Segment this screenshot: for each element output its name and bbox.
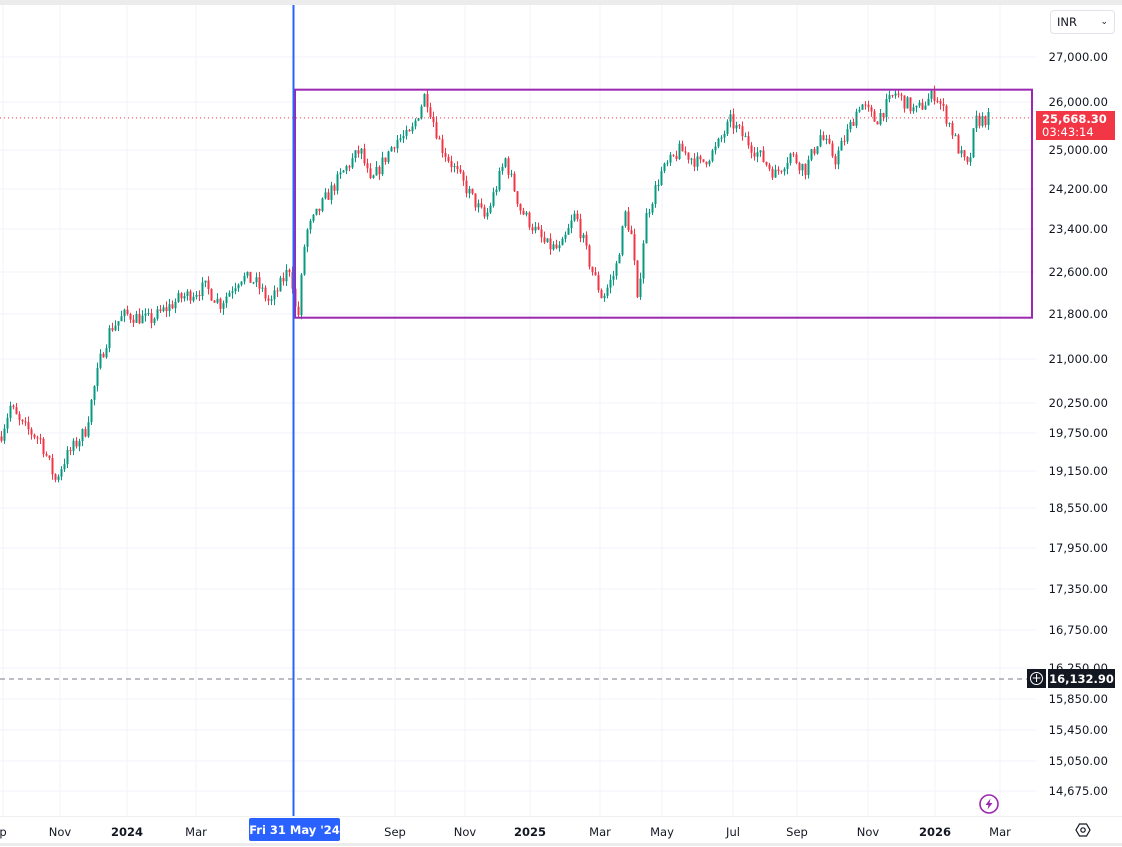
time-axis-label: Nov — [856, 825, 880, 839]
last-price-badge: 25,668.30 03:43:14 — [1036, 111, 1115, 140]
price-axis-label: 19,150.00 — [1048, 464, 1108, 478]
price-axis-label: 14,675.00 — [1048, 784, 1108, 798]
time-axis[interactable]: p Nov 2024 Mar Sep Nov 2025 Mar May Jul Sep Nov 2026… — [0, 816, 1122, 847]
time-axis-label: Mar — [185, 825, 207, 839]
price-axis-label: 24,200.00 — [1048, 182, 1108, 196]
time-axis-label: May — [650, 825, 674, 839]
bottom-border — [0, 843, 1122, 846]
time-axis-label: Sep — [384, 825, 406, 839]
range-rectangle[interactable] — [294, 88, 1033, 319]
price-axis-label: 15,850.00 — [1048, 692, 1108, 706]
time-axis-label: Nov — [48, 825, 72, 839]
settings-hexagon-icon[interactable] — [1075, 822, 1091, 838]
lightning-icon[interactable] — [978, 793, 1000, 815]
price-axis-label: 26,000.00 — [1048, 95, 1108, 109]
time-axis-label: 2026 — [918, 825, 952, 839]
price-axis-label: 19,750.00 — [1048, 426, 1108, 440]
crosshair-price-badge: 16,132.90 — [1048, 669, 1115, 688]
top-border — [0, 0, 1122, 5]
time-axis-label: 2024 — [110, 825, 144, 839]
time-axis-label: Jul — [726, 825, 740, 839]
time-axis-label: Sep — [786, 825, 808, 839]
time-axis-label: p — [0, 825, 7, 839]
price-axis-label: 21,000.00 — [1048, 352, 1108, 366]
chevron-down-icon: ⌄ — [1100, 17, 1108, 27]
crosshair-date-badge: Fri 31 May '24 — [249, 818, 340, 841]
candlestick-chart[interactable] — [0, 5, 1036, 816]
price-axis-label: 20,250.00 — [1048, 396, 1108, 410]
time-axis-label: Mar — [589, 825, 611, 839]
price-axis-label: 23,400.00 — [1048, 222, 1108, 236]
time-axis-label: Nov — [453, 825, 477, 839]
price-axis-label: 16,750.00 — [1048, 623, 1108, 637]
price-axis-label: 25,000.00 — [1048, 143, 1108, 157]
price-axis-label: 22,600.00 — [1048, 265, 1108, 279]
time-axis-label: Mar — [989, 825, 1011, 839]
price-axis-label: 15,450.00 — [1048, 723, 1108, 737]
time-axis-label: 2025 — [513, 825, 547, 839]
price-axis-label: 27,000.00 — [1048, 50, 1108, 64]
price-axis-label: 15,050.00 — [1048, 754, 1108, 768]
chart-pane[interactable] — [0, 5, 1036, 816]
price-axis-label: 21,800.00 — [1048, 307, 1108, 321]
candles — [0, 85, 990, 483]
price-axis-label: 18,550.00 — [1048, 501, 1108, 515]
price-axis-label: 17,350.00 — [1048, 582, 1108, 596]
price-axis-label: 17,950.00 — [1048, 541, 1108, 555]
add-alert-button[interactable]: + — [1027, 669, 1046, 688]
plus-circle-icon: + — [1030, 671, 1043, 685]
currency-selector[interactable]: INR ⌄ — [1050, 10, 1115, 34]
last-price-value: 25,668.30 — [1042, 112, 1107, 126]
currency-label: INR — [1057, 15, 1077, 29]
bar-countdown: 03:43:14 — [1042, 125, 1094, 139]
